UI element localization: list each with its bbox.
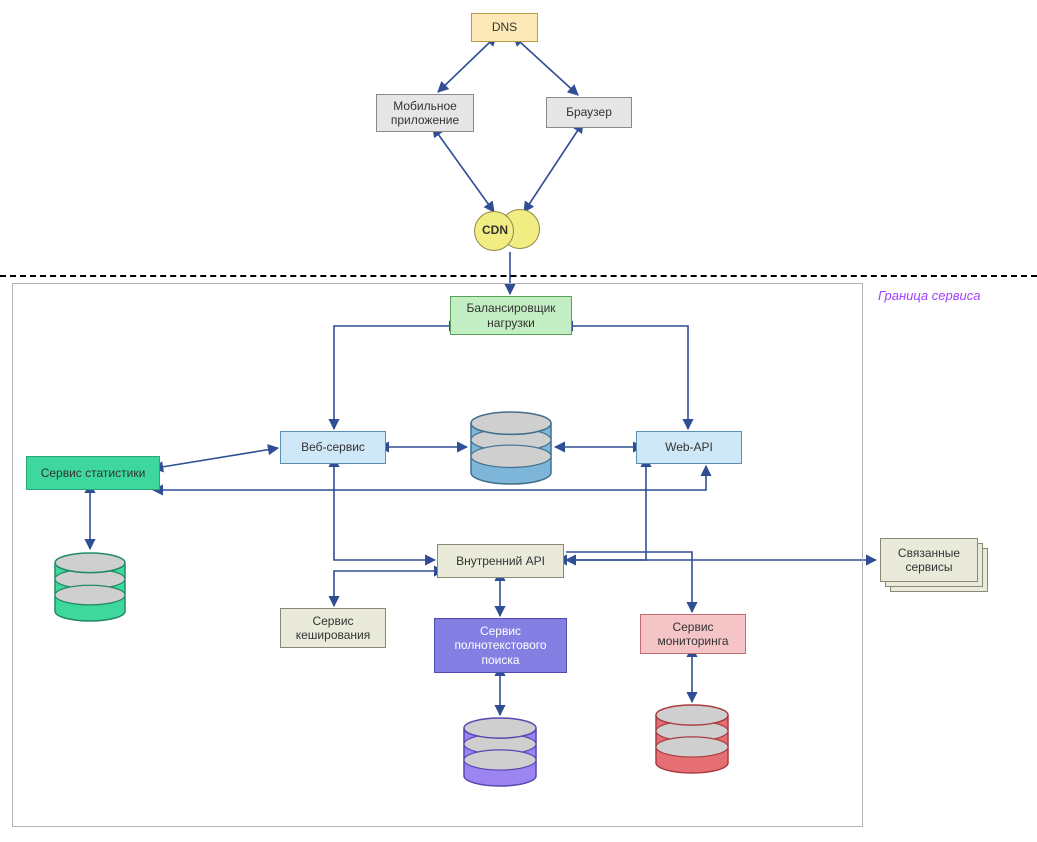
node-dns-label: DNS bbox=[492, 20, 517, 34]
edge-browser-cdn bbox=[524, 130, 578, 212]
cdn-label: CDN bbox=[482, 223, 508, 237]
node-stats-label: Сервис статистики bbox=[41, 466, 146, 480]
node-stats-service: Сервис статистики bbox=[26, 456, 160, 490]
edge-mobile-cdn bbox=[438, 134, 494, 212]
diagram-canvas: Граница сервиса CDN DNS Мобильное прилож… bbox=[0, 0, 1037, 842]
node-related-label: Связанные сервисы bbox=[898, 546, 960, 575]
node-mobile-app: Мобильное приложение bbox=[376, 94, 474, 132]
node-fulltext-service: Сервис полнотекстового поиска bbox=[434, 618, 567, 673]
edge-dns-mobile bbox=[438, 42, 490, 92]
node-monitor-service: Сервис мониторинга bbox=[640, 614, 746, 654]
node-fulltext-label: Сервис полнотекстового поиска bbox=[454, 624, 546, 667]
node-related-services: Связанные сервисы bbox=[880, 538, 978, 582]
service-boundary-line bbox=[0, 275, 1037, 277]
node-dns: DNS bbox=[471, 13, 538, 42]
node-internal-api: Внутренний API bbox=[437, 544, 564, 578]
node-webservice-label: Веб-сервис bbox=[301, 440, 365, 454]
node-web-service: Веб-сервис bbox=[280, 431, 386, 464]
node-balancer-label: Балансировщик нагрузки bbox=[466, 301, 555, 330]
edge-dns-browser bbox=[520, 42, 578, 95]
node-webapi-label: Web-API bbox=[665, 440, 713, 454]
node-web-api: Web-API bbox=[636, 431, 742, 464]
node-browser-label: Браузер bbox=[566, 105, 612, 119]
node-cache-label: Сервис кеширования bbox=[296, 614, 370, 643]
node-monitor-label: Сервис мониторинга bbox=[657, 620, 728, 649]
node-load-balancer: Балансировщик нагрузки bbox=[450, 296, 572, 335]
node-mobile-label: Мобильное приложение bbox=[391, 99, 459, 128]
service-boundary-label: Граница сервиса bbox=[878, 288, 980, 303]
node-browser: Браузер bbox=[546, 97, 632, 128]
node-cdn: CDN bbox=[474, 209, 548, 254]
node-internal-label: Внутренний API bbox=[456, 554, 545, 568]
node-cache-service: Сервис кеширования bbox=[280, 608, 386, 648]
